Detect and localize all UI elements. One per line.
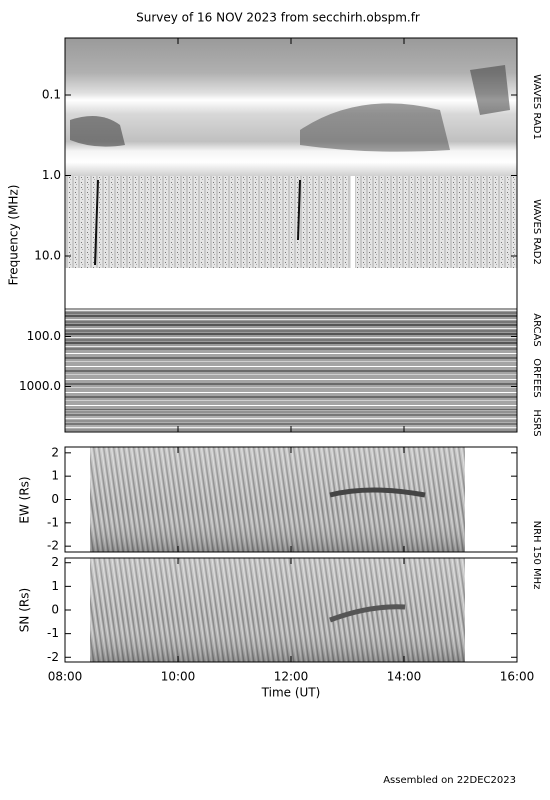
x-tick-label: 10:00 xyxy=(161,670,196,684)
spectrogram xyxy=(64,37,518,433)
y-tick-label: 0 xyxy=(51,492,59,506)
footer: Assembled on 22DEC2023 xyxy=(383,775,516,786)
y-axis-label: EW (Rs) xyxy=(18,476,32,523)
x-tick-label: 12:00 xyxy=(274,670,309,684)
y-tick-label: -2 xyxy=(47,539,59,553)
x-axis-label: Time (UT) xyxy=(261,686,321,700)
band-label: ARCAS xyxy=(531,313,542,346)
y-tick-label: 2 xyxy=(51,445,59,459)
band-label: HSRS xyxy=(531,409,542,436)
instrument-label: NRH 150 MHz xyxy=(531,521,542,590)
y-tick-label: 1 xyxy=(51,579,59,593)
band-label: WAVES RAD2 xyxy=(531,199,542,265)
y-tick-label: 1 xyxy=(51,469,59,483)
x-tick-label: 16:00 xyxy=(500,670,535,684)
y-tick-label: 100.0 xyxy=(27,329,61,343)
y-tick-label: 0 xyxy=(51,603,59,617)
y-tick-label: -1 xyxy=(47,626,59,640)
band-label: WAVES RAD1 xyxy=(531,74,542,140)
y-tick-label: 2 xyxy=(51,555,59,569)
y-tick-label: 0.1 xyxy=(42,88,61,102)
nrh-sn xyxy=(64,557,518,663)
band-label: ORFEES xyxy=(531,358,542,398)
y-axis-label: Frequency (MHz) xyxy=(7,185,21,286)
y-tick-label: 1000.0 xyxy=(19,379,61,393)
nrh-ew xyxy=(64,446,518,553)
y-tick-label: 10.0 xyxy=(34,249,61,263)
y-tick-label: -1 xyxy=(47,515,59,529)
x-tick-label: 08:00 xyxy=(48,670,83,684)
y-tick-label: 1.0 xyxy=(42,168,61,182)
y-axis-label: SN (Rs) xyxy=(18,588,32,632)
x-tick-label: 14:00 xyxy=(387,670,422,684)
y-tick-label: -2 xyxy=(47,650,59,664)
chart-title: Survey of 16 NOV 2023 from secchirh.obsp… xyxy=(136,11,420,25)
